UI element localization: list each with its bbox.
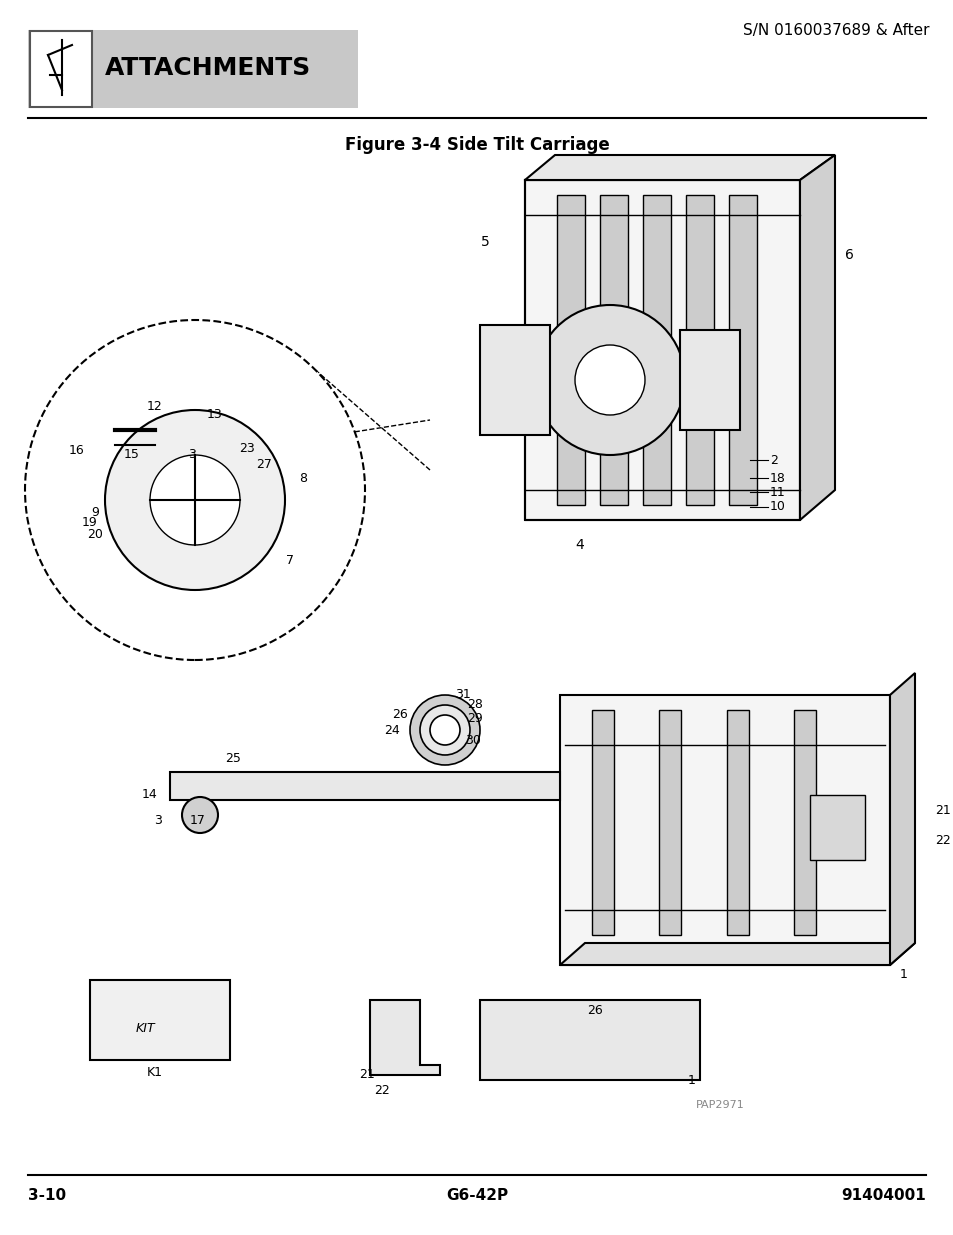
Polygon shape: [559, 944, 914, 965]
Polygon shape: [559, 695, 889, 965]
Text: K1: K1: [147, 1066, 163, 1078]
Circle shape: [410, 695, 479, 764]
Polygon shape: [479, 1000, 700, 1079]
Text: 18: 18: [769, 472, 785, 484]
Polygon shape: [659, 710, 680, 935]
Text: 12: 12: [147, 399, 163, 412]
Circle shape: [430, 715, 459, 745]
Text: ATTACHMENTS: ATTACHMENTS: [105, 56, 311, 80]
Text: 15: 15: [124, 448, 140, 462]
Text: 14: 14: [142, 788, 157, 802]
Text: 20: 20: [87, 529, 103, 541]
Polygon shape: [592, 710, 614, 935]
Text: 4: 4: [575, 538, 584, 552]
FancyBboxPatch shape: [30, 31, 91, 107]
Polygon shape: [800, 156, 834, 520]
Polygon shape: [599, 195, 627, 505]
FancyBboxPatch shape: [809, 795, 864, 860]
Text: 9: 9: [91, 505, 99, 519]
Text: 16: 16: [69, 443, 85, 457]
Text: 24: 24: [384, 724, 399, 736]
Circle shape: [575, 345, 644, 415]
Polygon shape: [370, 1000, 439, 1074]
Text: PAP2971: PAP2971: [695, 1100, 743, 1110]
Polygon shape: [794, 710, 816, 935]
Text: 22: 22: [374, 1083, 390, 1097]
Text: 3-10: 3-10: [28, 1188, 66, 1203]
Text: 31: 31: [455, 688, 470, 701]
Circle shape: [535, 305, 684, 454]
Polygon shape: [170, 445, 240, 515]
Text: 17: 17: [190, 814, 206, 826]
Text: 2: 2: [769, 453, 777, 467]
FancyBboxPatch shape: [679, 330, 740, 430]
Polygon shape: [685, 195, 713, 505]
Text: 8: 8: [298, 472, 307, 484]
FancyBboxPatch shape: [90, 981, 230, 1060]
Text: 26: 26: [586, 1004, 602, 1016]
Text: 30: 30: [464, 734, 480, 746]
Text: 5: 5: [480, 235, 490, 249]
Text: 21: 21: [934, 804, 950, 816]
Text: 1: 1: [899, 968, 907, 982]
Text: 19: 19: [82, 516, 98, 530]
Text: 13: 13: [207, 409, 223, 421]
Text: 27: 27: [255, 458, 272, 472]
Polygon shape: [524, 156, 834, 180]
Text: 10: 10: [769, 500, 785, 514]
FancyBboxPatch shape: [170, 772, 559, 800]
Text: Figure 3-4 Side Tilt Carriage: Figure 3-4 Side Tilt Carriage: [344, 136, 609, 154]
Polygon shape: [728, 195, 757, 505]
Circle shape: [25, 320, 365, 659]
Text: 25: 25: [225, 752, 240, 764]
Text: KIT: KIT: [135, 1021, 154, 1035]
Text: 91404001: 91404001: [841, 1188, 925, 1203]
Text: 22: 22: [934, 834, 950, 846]
Polygon shape: [889, 673, 914, 965]
Polygon shape: [524, 180, 800, 520]
Text: 6: 6: [844, 248, 853, 262]
Text: 26: 26: [392, 709, 408, 721]
Circle shape: [105, 410, 285, 590]
Text: 28: 28: [467, 699, 482, 711]
FancyBboxPatch shape: [479, 325, 550, 435]
Text: 3: 3: [188, 448, 195, 462]
Circle shape: [182, 797, 218, 832]
Text: 23: 23: [239, 441, 254, 454]
Text: 29: 29: [467, 711, 482, 725]
Text: 1: 1: [687, 1073, 695, 1087]
Circle shape: [419, 705, 470, 755]
Text: 11: 11: [769, 485, 785, 499]
Text: S/N 0160037689 & After: S/N 0160037689 & After: [742, 22, 929, 37]
Text: 3: 3: [154, 814, 162, 826]
Circle shape: [150, 454, 240, 545]
Polygon shape: [557, 195, 584, 505]
Text: 21: 21: [359, 1068, 375, 1082]
Text: 7: 7: [286, 553, 294, 567]
Polygon shape: [726, 710, 748, 935]
Polygon shape: [642, 195, 670, 505]
FancyBboxPatch shape: [28, 30, 357, 107]
Text: G6-42P: G6-42P: [445, 1188, 508, 1203]
